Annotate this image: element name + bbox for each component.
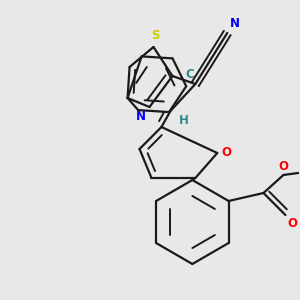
Text: S: S xyxy=(151,29,160,42)
Text: N: N xyxy=(136,110,146,123)
Text: C: C xyxy=(186,68,194,81)
Text: O: O xyxy=(278,160,288,173)
Text: O: O xyxy=(287,217,297,230)
Text: O: O xyxy=(221,146,231,158)
Text: H: H xyxy=(178,114,188,127)
Text: N: N xyxy=(230,17,240,30)
